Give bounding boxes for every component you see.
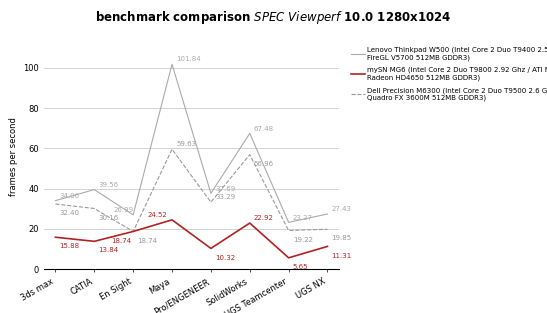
- Text: 26.99: 26.99: [114, 207, 134, 213]
- Text: 59.63: 59.63: [176, 141, 196, 147]
- Text: 37.69: 37.69: [215, 186, 235, 192]
- Text: 34.06: 34.06: [60, 193, 80, 199]
- Text: 18.74: 18.74: [137, 238, 158, 244]
- Text: 24.52: 24.52: [147, 212, 167, 218]
- Y-axis label: frames per second: frames per second: [9, 117, 18, 196]
- Text: 33.29: 33.29: [215, 194, 235, 200]
- Text: benchmark comparison $\it{SPEC\ Viewperf}$ 10.0 1280x1024: benchmark comparison $\it{SPEC\ Viewperf…: [95, 9, 452, 26]
- Legend: Lenovo Thinkpad W500 (Intel Core 2 Duo T9400 2.53 Ghz / ATI
FireGL V5700 512MB G: Lenovo Thinkpad W500 (Intel Core 2 Duo T…: [348, 44, 547, 104]
- Text: 23.27: 23.27: [293, 215, 313, 221]
- Text: 13.84: 13.84: [98, 248, 119, 254]
- Text: 15.88: 15.88: [60, 243, 80, 249]
- Text: 56.96: 56.96: [254, 161, 274, 167]
- Text: 22.92: 22.92: [254, 215, 274, 221]
- Text: 19.22: 19.22: [293, 237, 313, 243]
- Text: 30.16: 30.16: [98, 215, 119, 221]
- Text: 32.40: 32.40: [60, 210, 79, 216]
- Text: 19.85: 19.85: [331, 235, 352, 241]
- Text: 39.56: 39.56: [98, 182, 119, 188]
- Text: 5.65: 5.65: [293, 264, 309, 270]
- Text: 10.32: 10.32: [215, 254, 235, 260]
- Text: 67.48: 67.48: [254, 126, 274, 132]
- Text: 18.74: 18.74: [111, 238, 131, 244]
- Text: 11.31: 11.31: [331, 253, 352, 259]
- Text: 27.43: 27.43: [331, 206, 352, 212]
- Text: 101.84: 101.84: [176, 56, 201, 63]
